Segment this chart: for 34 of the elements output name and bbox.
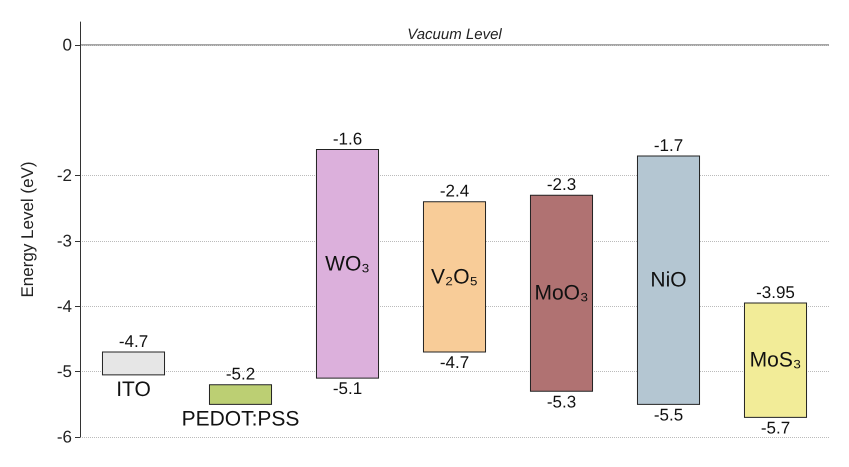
y-axis-title: Energy Level (eV) [18,161,37,298]
x-tick-label: MoS₃ [750,348,802,372]
y-tick-label: -2 [56,166,72,186]
bar [316,148,380,379]
bar [744,302,808,418]
x-tick-label: PEDOT:PSS [182,407,300,430]
annotation: -5.7 [760,418,790,438]
y-tick-label: -5 [56,362,72,382]
bar [422,201,486,353]
x-tick-label: WO₃ [325,252,370,276]
y-tick-label: -3 [56,231,72,250]
x-tick-label: ITO [116,378,151,401]
annotation: -4.7 [440,353,470,372]
annotation: -2.4 [440,182,470,201]
annotation: -2.3 [546,175,576,194]
annotation: -5.3 [546,392,576,412]
x-tick-label: NiO [650,268,687,292]
annotation: -1.7 [654,136,684,155]
annotation: -5.2 [226,364,256,384]
bar [208,384,272,405]
bar [636,155,700,405]
annotation: -3.95 [756,283,795,302]
annotation: -1.6 [332,129,362,148]
x-tick-label: MoO₃ [534,282,589,305]
y-tick-label: -6 [56,428,72,446]
y-tick-label: -4 [56,296,72,316]
y-tick-label: 0 [62,35,72,54]
bar [530,194,594,392]
x-tick-label: V₂O₅ [431,265,478,288]
bar [102,352,166,376]
annotation: -5.5 [654,405,684,424]
annotation: -4.7 [118,332,148,352]
ref-line-label: Vacuum Level [407,26,502,43]
annotation: -5.1 [332,379,362,398]
